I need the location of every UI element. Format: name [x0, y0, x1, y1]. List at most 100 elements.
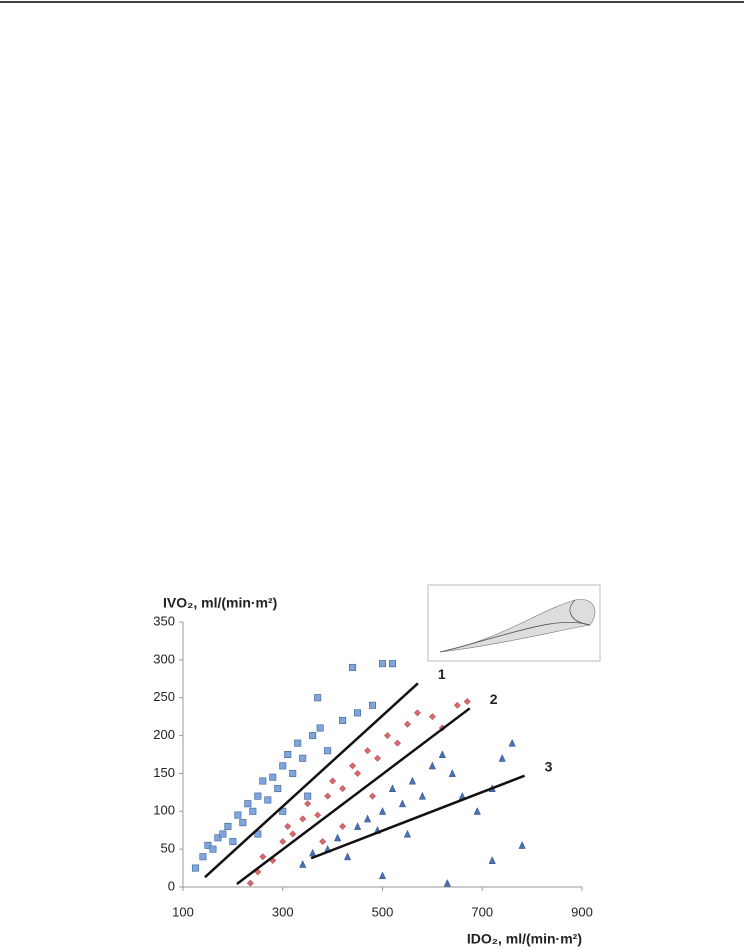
point	[304, 800, 312, 808]
point	[403, 829, 412, 838]
point	[249, 807, 257, 815]
point	[488, 856, 496, 864]
point	[274, 785, 282, 793]
point	[418, 791, 426, 800]
point	[463, 697, 471, 706]
point	[363, 747, 372, 755]
point	[254, 792, 262, 800]
point	[294, 739, 302, 747]
point	[383, 732, 392, 740]
point	[388, 660, 396, 668]
point	[368, 792, 377, 800]
point	[393, 739, 402, 747]
point	[316, 724, 324, 732]
point	[343, 852, 352, 861]
point	[304, 792, 312, 800]
x-tick-label: 500	[372, 904, 394, 919]
point	[428, 761, 436, 770]
point	[363, 814, 372, 823]
y-tick-label: 250	[153, 689, 175, 704]
point	[299, 815, 307, 823]
point	[339, 716, 347, 724]
point	[334, 833, 342, 842]
point	[229, 838, 237, 846]
x-axis-label: IDO₂, ml/(min·m²)	[467, 931, 582, 947]
point	[403, 720, 411, 728]
point	[448, 769, 456, 777]
point	[473, 806, 481, 815]
inset-surface	[427, 584, 601, 662]
point	[349, 663, 357, 671]
point	[443, 878, 451, 887]
point	[284, 822, 292, 830]
y-tick-label: 0	[168, 878, 175, 893]
point	[373, 754, 382, 762]
point	[224, 822, 232, 830]
point	[309, 848, 317, 857]
point	[244, 800, 252, 808]
point	[284, 750, 292, 758]
point	[309, 732, 317, 740]
x-tick-label: 900	[571, 904, 593, 919]
y-tick-label: 200	[153, 727, 175, 742]
point	[428, 713, 436, 721]
point	[314, 811, 322, 819]
y-tick-label: 150	[153, 765, 175, 780]
point	[264, 796, 272, 804]
point	[398, 799, 407, 808]
point	[299, 859, 307, 868]
point	[209, 845, 217, 853]
y-tick-label: 50	[161, 841, 175, 856]
point	[518, 841, 526, 849]
trend-line-label: 3	[545, 758, 553, 774]
point	[354, 709, 362, 717]
point	[204, 841, 212, 849]
trend-line-label: 2	[490, 691, 498, 707]
y-tick-label: 300	[153, 651, 175, 666]
x-tick-label: 300	[272, 904, 294, 919]
point	[438, 750, 446, 758]
point	[314, 694, 322, 702]
point	[369, 701, 377, 709]
point	[219, 830, 227, 838]
point	[214, 834, 222, 842]
point	[199, 853, 207, 861]
y-tick-label: 350	[153, 613, 175, 628]
y-axis-label: IVO₂, ml/(min·m²)	[163, 595, 277, 611]
point	[269, 773, 277, 781]
point	[324, 747, 332, 755]
point	[259, 777, 267, 785]
point	[279, 762, 287, 770]
point	[254, 830, 262, 838]
point	[453, 701, 461, 709]
point	[354, 769, 362, 777]
point	[279, 807, 287, 815]
point	[319, 838, 327, 846]
point	[329, 777, 337, 785]
point	[349, 762, 357, 770]
point	[279, 838, 287, 846]
point	[498, 753, 506, 762]
point	[259, 853, 267, 861]
point	[388, 784, 397, 793]
trend-line-label: 1	[438, 666, 446, 682]
x-tick-label: 100	[172, 904, 194, 919]
x-tick-label: 700	[471, 904, 493, 919]
point	[239, 819, 247, 827]
point	[289, 830, 297, 838]
point	[339, 822, 347, 830]
point	[408, 776, 417, 785]
trend-line	[310, 774, 526, 860]
point	[246, 879, 254, 887]
point	[378, 871, 387, 880]
point	[413, 709, 421, 717]
point	[378, 806, 387, 815]
point	[378, 660, 386, 668]
trend-line	[204, 682, 419, 879]
point	[508, 738, 516, 747]
trend-line	[236, 707, 471, 885]
point	[339, 785, 347, 793]
point	[324, 792, 332, 800]
